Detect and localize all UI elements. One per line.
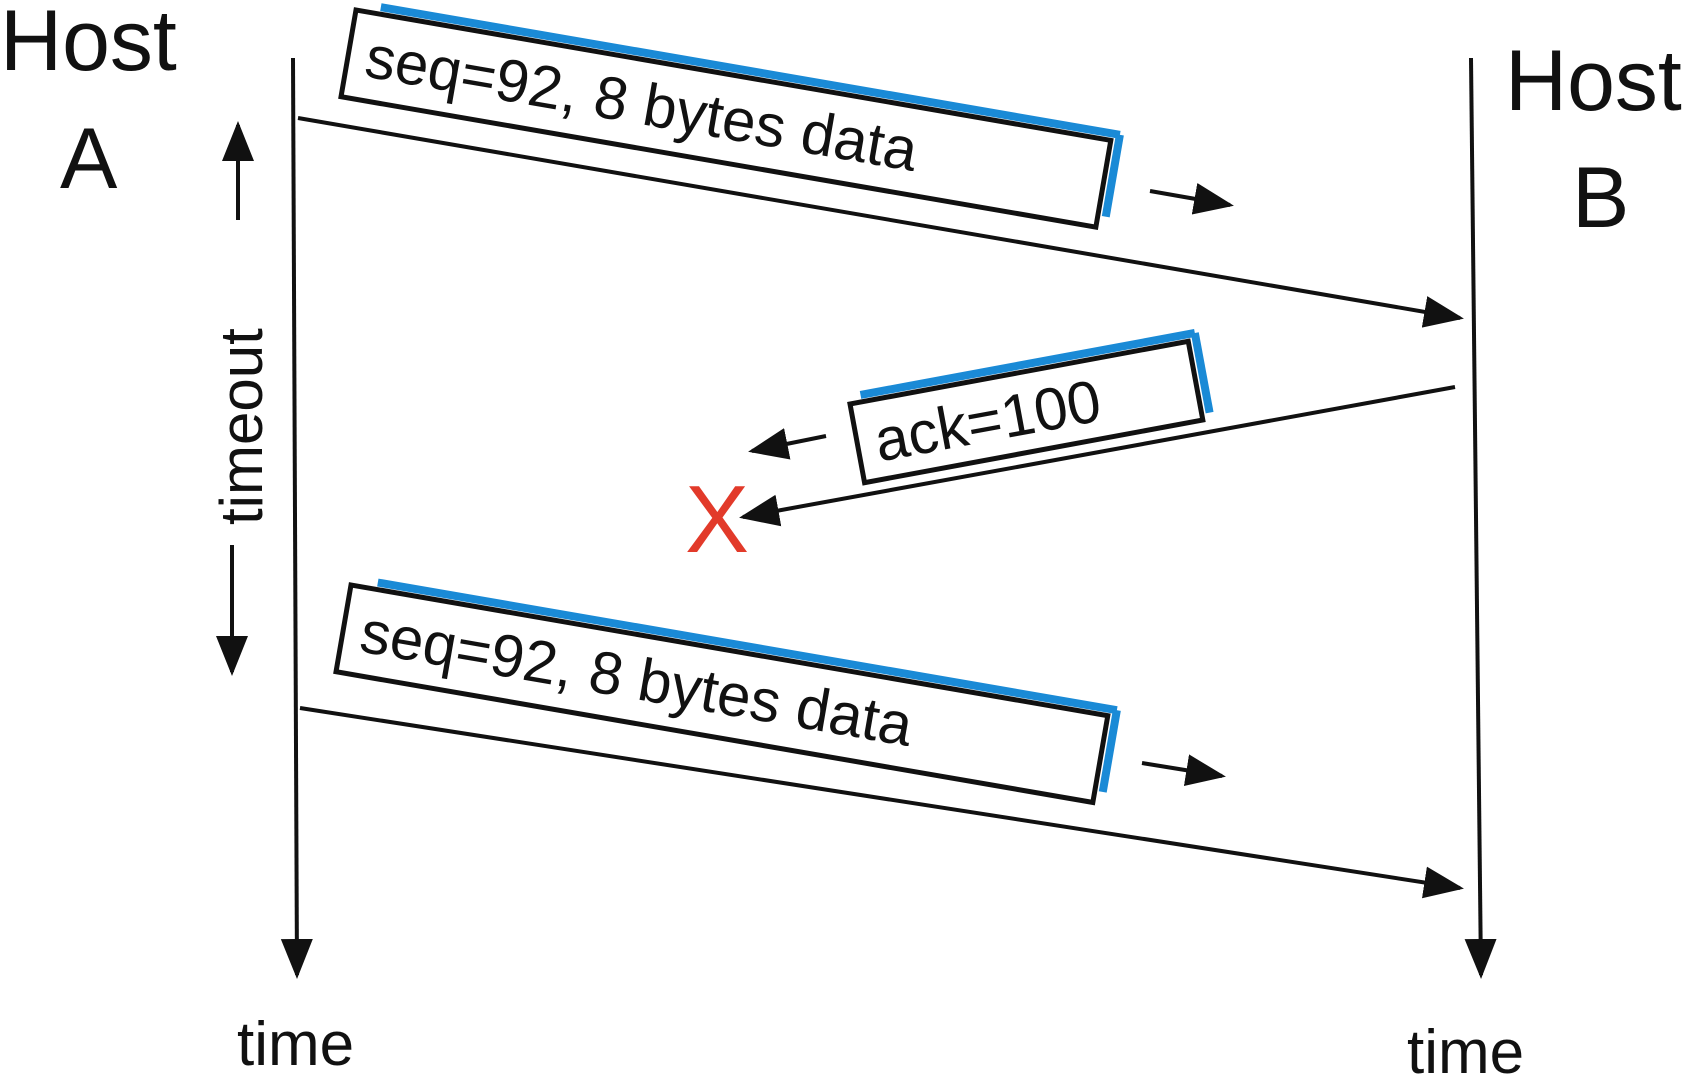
message-1-box <box>338 7 1114 230</box>
host-b-timeline <box>1464 57 1497 979</box>
timeout-label: timeout <box>208 328 275 525</box>
message-3-highlight-top <box>377 578 1118 715</box>
message-2-highlight-right <box>1190 332 1214 414</box>
message-1-line <box>297 116 1464 328</box>
message-1-direction-arrow <box>1149 183 1234 215</box>
host-a-time-label: time <box>237 1010 354 1078</box>
message-2-label-box: ack=100 <box>847 329 1214 486</box>
host-a-label-line2: A <box>60 111 118 207</box>
message-3-box <box>333 582 1111 806</box>
host-b-label-line2: B <box>1572 150 1629 246</box>
message-1-highlight-right <box>1101 134 1124 218</box>
message-2-box <box>847 338 1206 486</box>
message-1-highlight-top <box>380 3 1121 139</box>
host-b-label-line1: Host <box>1505 33 1682 129</box>
message-3-line <box>299 706 1464 899</box>
message-3-highlight-right <box>1098 709 1121 793</box>
host-b-time-label: time <box>1407 1018 1524 1078</box>
message-2-direction-arrow <box>748 428 827 460</box>
message-3-label-box: seq=92, 8 bytes data <box>333 578 1121 806</box>
host-a-label-line1: Host <box>0 0 177 89</box>
message-3-direction-arrow <box>1141 754 1226 787</box>
message-2-highlight-top <box>859 329 1196 399</box>
host-a-timeline <box>280 57 313 979</box>
loss-mark: X <box>685 466 749 573</box>
message-2-line <box>739 385 1456 527</box>
message-1-label-box: seq=92, 8 bytes data <box>338 3 1124 230</box>
